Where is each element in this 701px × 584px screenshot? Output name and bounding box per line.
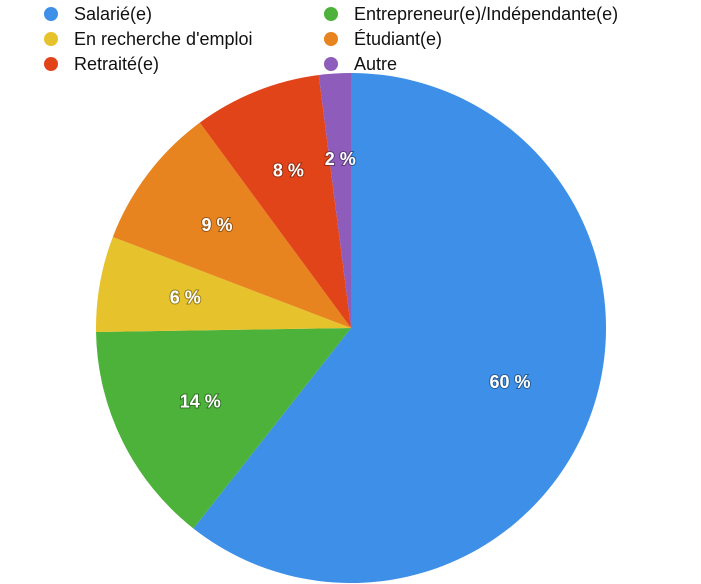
legend-label: En recherche d'emploi bbox=[74, 29, 253, 49]
slice-label: 9 % bbox=[202, 215, 233, 235]
slice-label: 6 % bbox=[170, 288, 201, 308]
legend-marker bbox=[44, 32, 58, 46]
legend-label: Retraité(e) bbox=[74, 54, 159, 74]
slice-label: 60 % bbox=[490, 372, 531, 392]
pie-slice bbox=[318, 73, 351, 328]
pie-slice bbox=[193, 73, 607, 583]
legend-marker bbox=[324, 32, 338, 46]
pie-slice bbox=[96, 328, 351, 529]
legend-marker bbox=[324, 7, 338, 21]
slice-label: 14 % bbox=[180, 391, 221, 411]
pie-slice bbox=[96, 236, 351, 333]
pie-slice bbox=[112, 122, 351, 328]
legend-label: Étudiant(e) bbox=[354, 29, 442, 49]
legend-marker bbox=[44, 57, 58, 71]
pie-slice bbox=[199, 75, 351, 329]
legend-label: Salarié(e) bbox=[74, 4, 152, 24]
legend-label: Entrepreneur(e)/Indépendante(e) bbox=[354, 4, 618, 24]
slice-label: 2 % bbox=[325, 149, 356, 169]
legend-label: Autre bbox=[354, 54, 397, 74]
slice-label: 8 % bbox=[273, 161, 304, 181]
legend-marker bbox=[44, 7, 58, 21]
legend-marker bbox=[324, 57, 338, 71]
